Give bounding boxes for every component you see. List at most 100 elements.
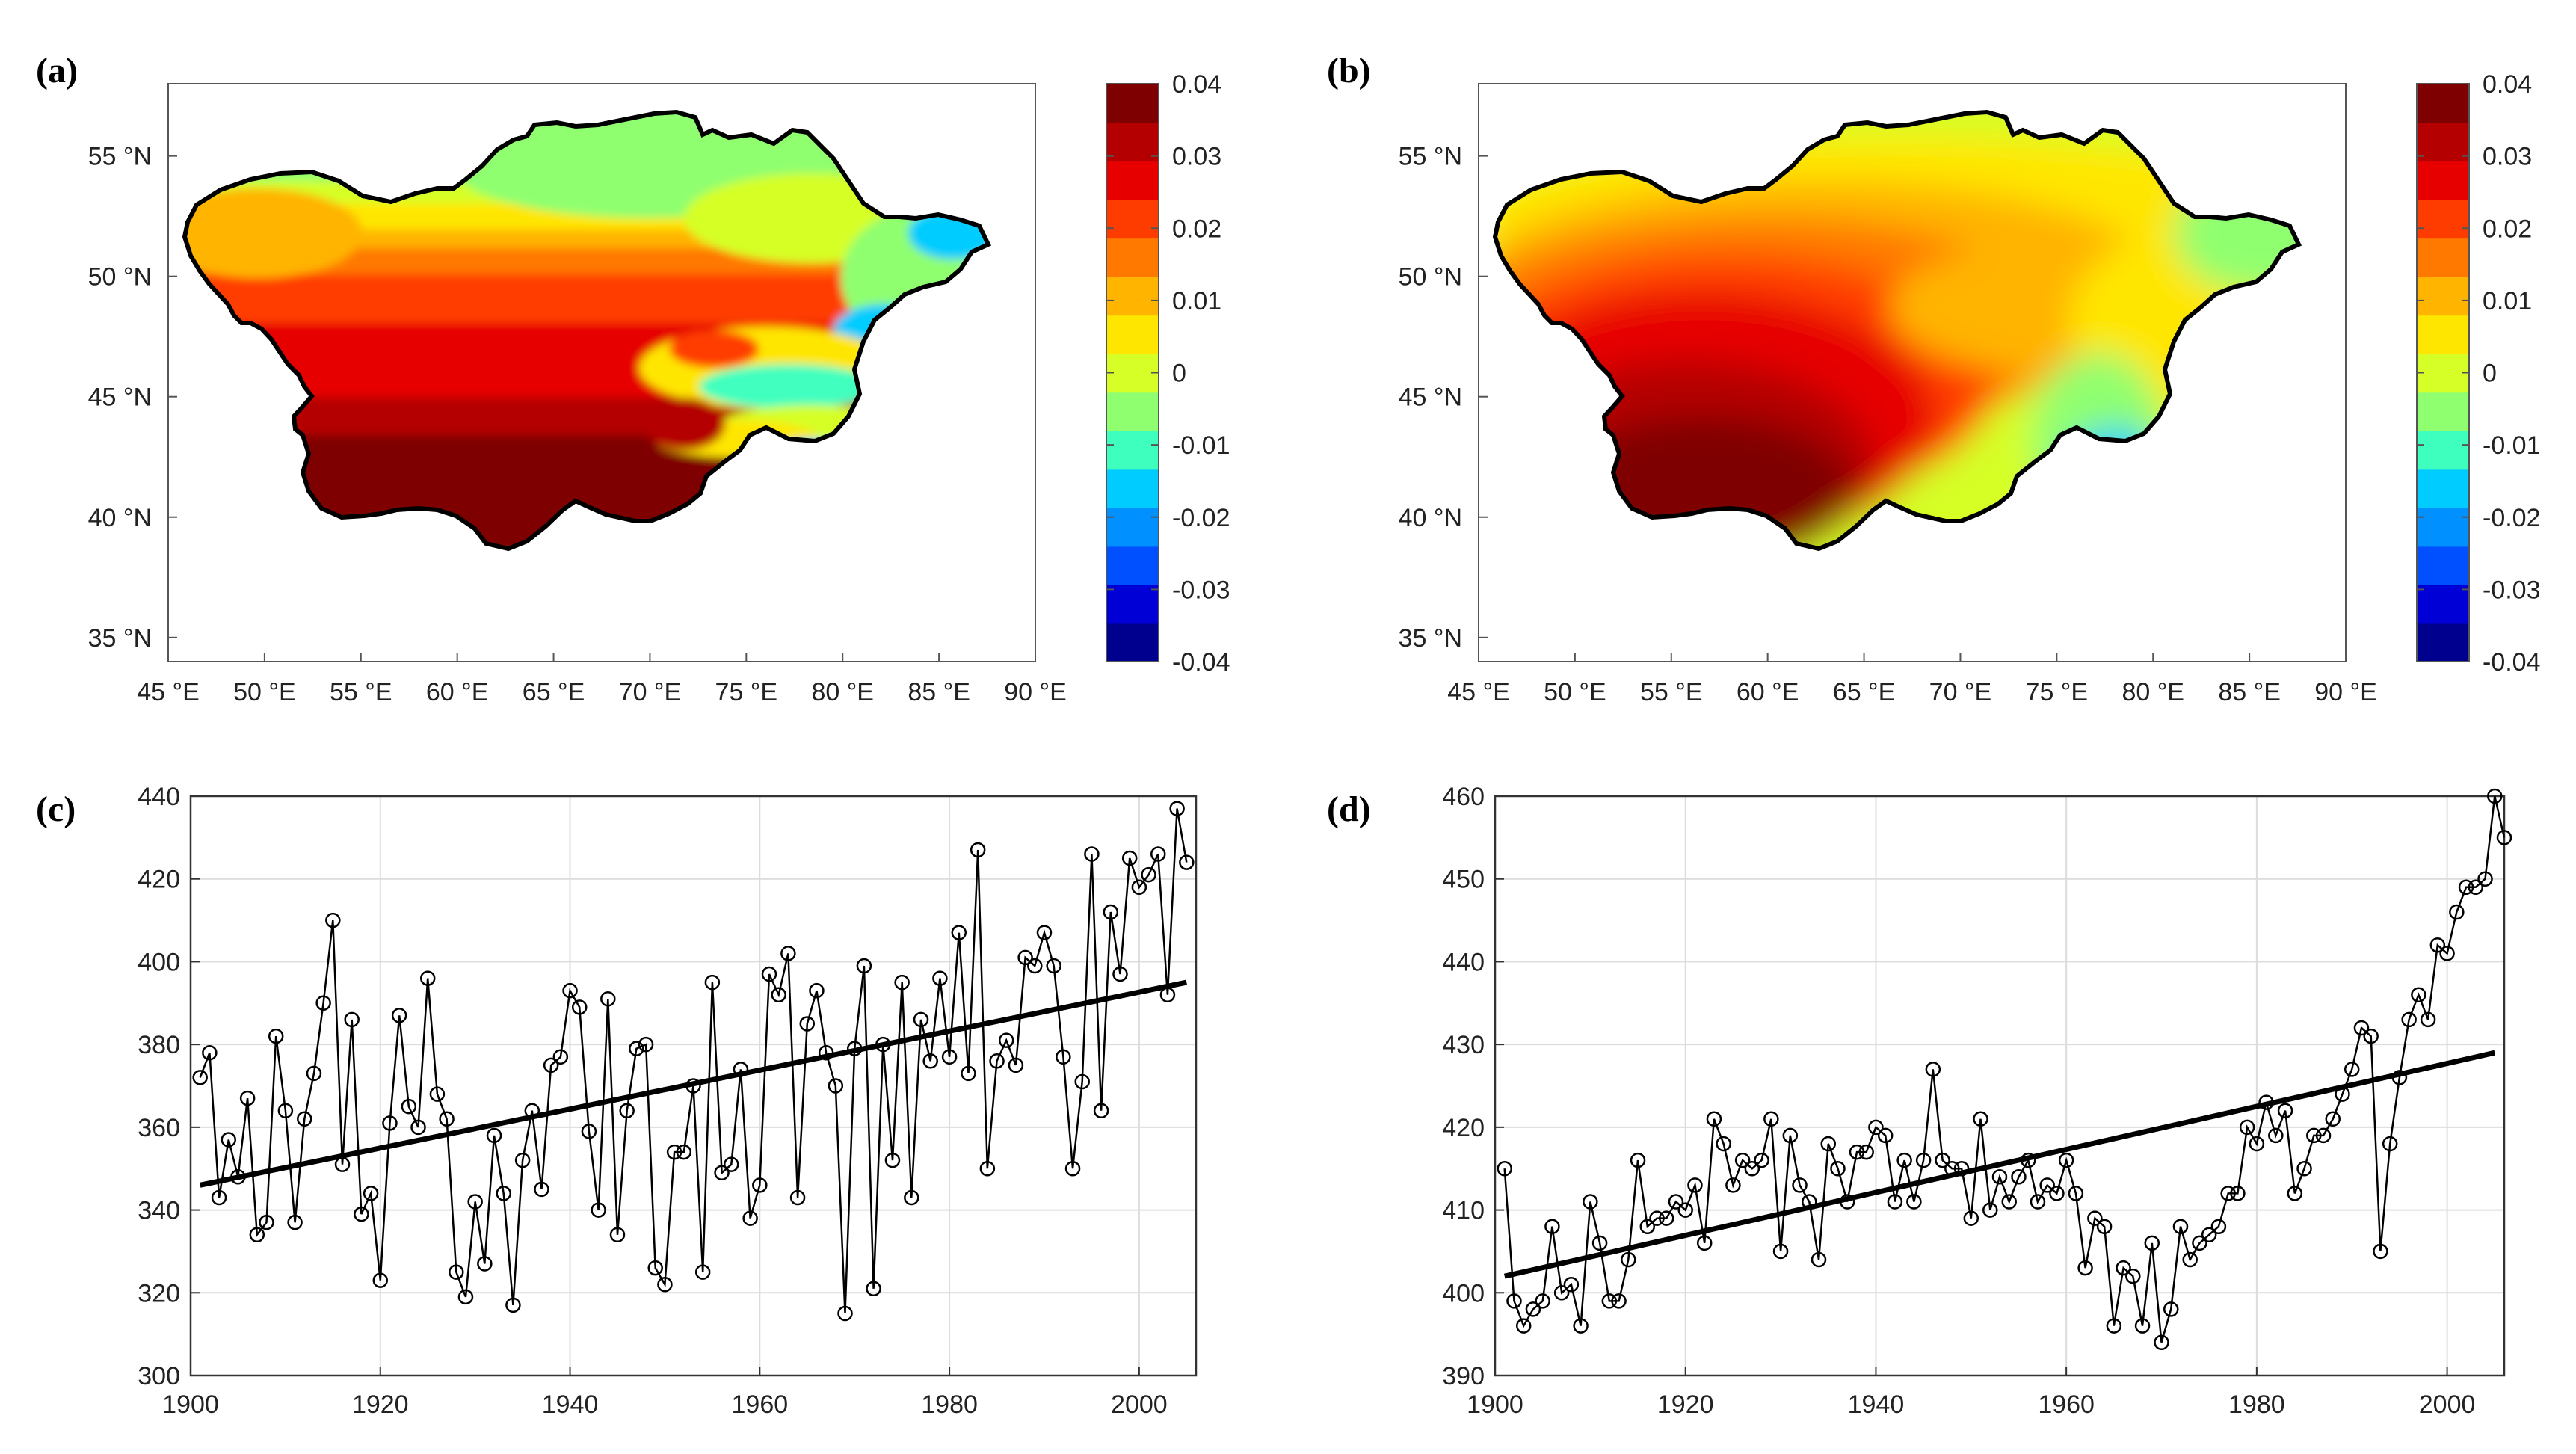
panel-b-map: (b) 55 °N 50 °N 45 °N 40 °N 35 °N 45 °E 50 °E… [1327, 51, 2541, 706]
data-point [600, 991, 616, 1007]
data-point [2154, 1334, 2169, 1350]
data-point [2277, 1103, 2293, 1118]
colorbar-tick-label: -0.03 [2483, 576, 2541, 604]
plot-frame [1494, 795, 2506, 1377]
colorbar-segment [2417, 122, 2469, 162]
data-point [457, 1289, 474, 1305]
data-point [989, 1053, 1005, 1069]
data-point [410, 1119, 426, 1136]
data-point [904, 1189, 919, 1206]
data-point [449, 1264, 464, 1280]
data-point [771, 987, 786, 1002]
lat-tick-label: 40 °N [88, 504, 152, 532]
colorbar-tick-label: 0 [1172, 360, 1186, 388]
x-tick-label: 1940 [542, 1390, 599, 1419]
data-point [477, 1256, 493, 1272]
y-tick-label: 390 [1442, 1362, 1485, 1390]
data-point [1553, 1285, 1570, 1301]
data-point [1630, 1152, 1646, 1168]
panel-a-map: (a) 55 °N 50 °N 45 °N 40 °N 35 °N 45 °E 50 °E… [36, 51, 1230, 706]
data-point [211, 1189, 227, 1206]
data-point [1830, 1160, 1846, 1177]
colorbar-segment [2417, 161, 2469, 200]
data-point [1141, 866, 1156, 883]
colorbar-segment [1106, 276, 1159, 316]
data-point [2116, 1260, 2131, 1276]
data-point [2487, 788, 2503, 804]
data-point [1754, 1152, 1769, 1168]
data-point [1696, 1235, 1713, 1251]
y-tick-label: 460 [1442, 783, 1485, 811]
colorbar-segment [1106, 392, 1159, 431]
data-point [799, 1016, 816, 1032]
data-point [2125, 1268, 2141, 1284]
data-point [363, 1186, 379, 1201]
data-point [2096, 1219, 2113, 1234]
lon-tick-label: 80 °E [811, 678, 874, 706]
data-point [591, 1202, 606, 1218]
data-point [2049, 1186, 2065, 1201]
data-point [2182, 1251, 2198, 1268]
x-tick-label: 1900 [1467, 1390, 1523, 1419]
panel-b-lon-ticks: 45 °E 50 °E 55 °E 60 °E 65 °E 70 °E 75 °E 80 °E… [1447, 653, 2377, 706]
colorbar-segment [2417, 469, 2469, 508]
data-point [496, 1186, 511, 1201]
data-point [230, 1169, 246, 1185]
colorbar-segment [1106, 353, 1159, 393]
colorbar-segment [1106, 546, 1159, 585]
data-point [742, 1210, 758, 1226]
data-point [221, 1132, 237, 1148]
data-point [2335, 1086, 2350, 1102]
lon-tick-label: 80 °E [2121, 678, 2184, 706]
data-point [2163, 1301, 2179, 1317]
data-point [922, 1053, 938, 1069]
data-point [1734, 1152, 1751, 1168]
x-tick-label: 1980 [921, 1390, 978, 1419]
data-point [704, 974, 721, 991]
data-point [714, 1165, 730, 1180]
data-point [2144, 1235, 2160, 1251]
y-tick-label: 340 [138, 1197, 180, 1225]
x-tick-label: 1980 [2228, 1390, 2285, 1419]
data-point [325, 912, 341, 928]
colorbar-tick-label: 0.03 [2483, 143, 2532, 171]
colorbar-tick-label: 0.02 [1172, 215, 1221, 243]
data-point [913, 1011, 929, 1028]
data-point [1973, 1111, 1988, 1127]
data-point [1093, 1103, 1109, 1118]
data-point [2039, 1177, 2055, 1193]
data-point [1858, 1144, 1874, 1160]
data-point [391, 1008, 407, 1023]
y-tick-label: 440 [138, 783, 180, 811]
data-point [1963, 1210, 1979, 1226]
data-point [666, 1144, 682, 1160]
data-point [1179, 854, 1195, 870]
colorbar-tick-label: -0.03 [1172, 576, 1230, 604]
data-point [2172, 1219, 2189, 1234]
data-point [524, 1103, 540, 1118]
data-point [932, 970, 948, 986]
data-point [2391, 1070, 2408, 1085]
data-point [439, 1111, 455, 1127]
data-point [514, 1152, 531, 1168]
colorbar-segment [2417, 392, 2469, 431]
panel-b-label: (b) [1327, 51, 1371, 90]
data-point [581, 1124, 597, 1139]
data-point [1849, 1144, 1865, 1160]
data-point [1716, 1136, 1731, 1152]
data-point [724, 1156, 739, 1172]
data-point [2011, 1169, 2027, 1185]
lat-tick-label: 35 °N [1399, 624, 1462, 653]
lon-tick-label: 75 °E [715, 678, 778, 706]
colorbar-segment [2417, 546, 2469, 585]
data-point [2477, 871, 2493, 887]
data-point [1906, 1194, 1922, 1210]
data-point [382, 1115, 398, 1131]
data-point [1573, 1318, 1589, 1334]
data-point [2249, 1136, 2265, 1152]
colorbar-segment [2417, 276, 2469, 316]
colorbar-tick-label: 0.02 [2483, 215, 2532, 243]
lon-tick-label: 50 °E [233, 678, 296, 706]
colorbar-segment [1106, 430, 1159, 470]
colorbar-segment [1106, 238, 1159, 277]
